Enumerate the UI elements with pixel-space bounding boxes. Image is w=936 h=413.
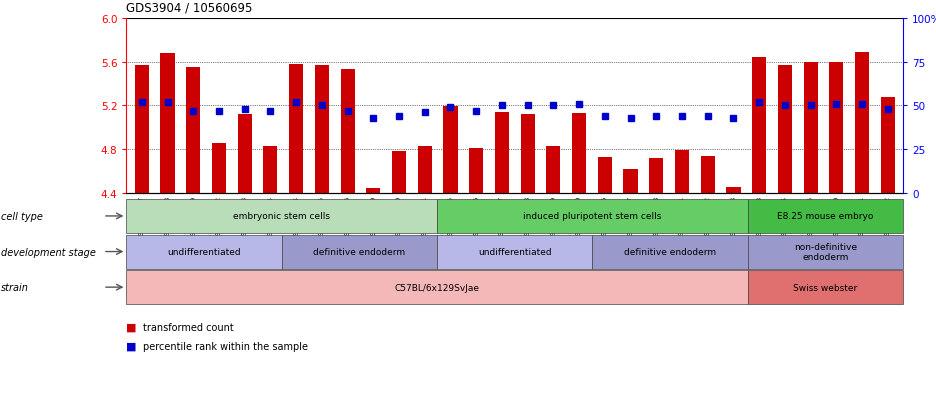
Bar	[417, 147, 431, 194]
Text: induced pluripotent stem cells: induced pluripotent stem cells	[523, 212, 662, 221]
Text: embryonic stem cells: embryonic stem cells	[233, 212, 330, 221]
Bar	[881, 97, 895, 194]
Text: non-definitive
endoderm: non-definitive endoderm	[794, 242, 857, 261]
Text: transformed count: transformed count	[143, 322, 234, 332]
Bar	[650, 159, 664, 194]
Bar	[520, 115, 534, 194]
Bar	[804, 62, 818, 194]
Text: C57BL/6x129SvJae: C57BL/6x129SvJae	[395, 283, 479, 292]
Bar	[547, 147, 561, 194]
Bar	[289, 64, 303, 194]
Bar	[495, 113, 509, 194]
Bar	[829, 62, 843, 194]
Bar	[855, 52, 870, 194]
Bar	[701, 157, 715, 194]
Text: definitive endoderm: definitive endoderm	[624, 247, 716, 256]
Text: undifferentiated: undifferentiated	[168, 247, 241, 256]
Bar	[726, 187, 740, 194]
Bar	[469, 149, 483, 194]
Bar	[392, 152, 406, 194]
Text: GDS3904 / 10560695: GDS3904 / 10560695	[126, 2, 253, 14]
Bar	[675, 151, 689, 194]
Bar	[238, 115, 252, 194]
Bar	[135, 66, 149, 194]
Text: ■: ■	[126, 341, 137, 351]
Bar	[753, 58, 767, 194]
Text: definitive endoderm: definitive endoderm	[314, 247, 405, 256]
Text: cell type: cell type	[1, 211, 43, 221]
Text: strain: strain	[1, 282, 29, 292]
Text: Swiss webster: Swiss webster	[794, 283, 857, 292]
Bar	[263, 147, 277, 194]
Bar	[314, 66, 329, 194]
Text: ■: ■	[126, 322, 137, 332]
Bar	[186, 68, 200, 194]
Bar	[623, 170, 637, 194]
Bar	[160, 54, 175, 194]
Text: percentile rank within the sample: percentile rank within the sample	[143, 341, 308, 351]
Bar	[572, 114, 586, 194]
Text: E8.25 mouse embryo: E8.25 mouse embryo	[778, 212, 873, 221]
Bar	[212, 143, 226, 194]
Bar	[444, 107, 458, 194]
Bar	[778, 66, 792, 194]
Bar	[366, 188, 380, 194]
Text: development stage: development stage	[1, 247, 95, 257]
Bar	[341, 70, 355, 194]
Text: undifferentiated: undifferentiated	[478, 247, 551, 256]
Bar	[598, 158, 612, 194]
